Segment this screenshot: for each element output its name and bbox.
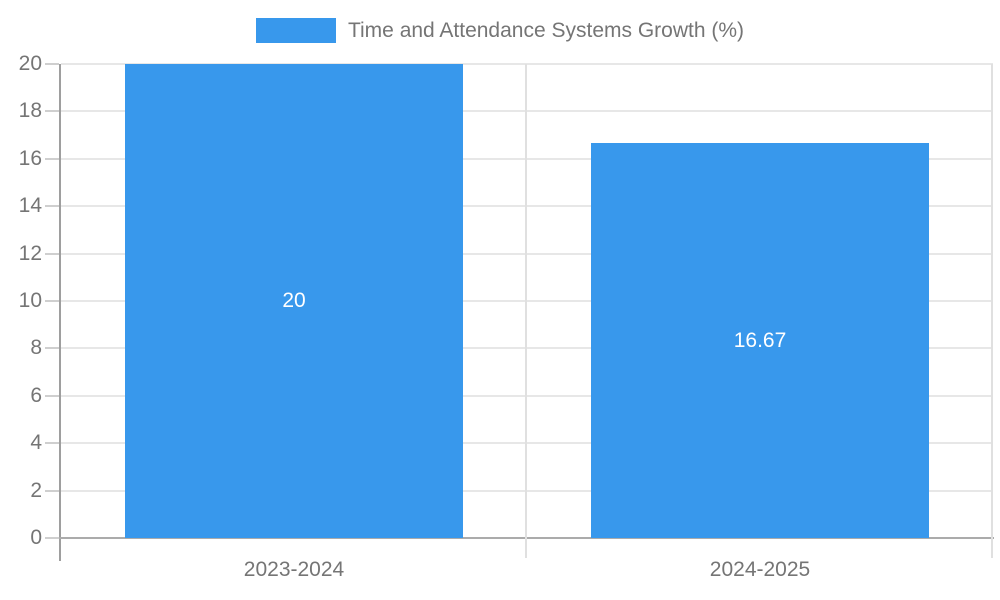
x-axis-category-label: 2024-2025 [709,558,811,581]
y-axis-tick [45,442,59,445]
legend-label: Time and Attendance Systems Growth (%) [347,18,745,42]
gridline [61,347,993,350]
gridline [61,157,993,160]
gridline [61,489,993,492]
y-axis-line [59,64,61,561]
gridline [61,63,993,65]
bar-2023-2024[interactable]: 20 [125,64,463,538]
y-axis-tick-label: 18 [18,99,42,123]
y-axis-tick [45,157,59,160]
bar-2024-2025[interactable]: 16.67 [591,143,929,538]
y-axis-tick [45,537,59,539]
bar-value-label: 20 [282,289,306,312]
category-separator-line [991,64,993,558]
gridline [61,300,993,302]
gridline [61,394,993,397]
y-axis-tick-label: 16 [18,146,42,170]
y-axis-tick-label: 8 [30,336,42,360]
legend[interactable]: Time and Attendance Systems Growth (%) [0,18,1000,43]
y-axis-tick [45,347,59,350]
y-axis-tick-label: 12 [18,241,42,265]
bar-value-label: 16.67 [733,328,787,352]
y-axis-tick-label: 2 [30,478,42,502]
plot-area: 20 16.67 [61,63,993,558]
y-axis-tick-label: 14 [18,194,42,218]
y-axis-tick [45,252,59,255]
y-axis-tick-label: 4 [30,431,42,455]
gridline [61,252,993,255]
y-axis-tick [45,394,59,397]
gridline [61,442,993,445]
x-axis-category-label: 2023-2024 [243,558,345,581]
y-axis-tick [45,205,59,208]
y-axis-tick [45,63,59,65]
gridline [61,205,993,208]
y-axis-tick-label: 20 [18,52,42,75]
gridline [61,110,993,113]
y-axis-tick [45,110,59,113]
y-axis-tick [45,489,59,492]
y-axis-tick-label: 10 [18,289,42,312]
y-axis-tick-label: 0 [30,526,42,549]
y-axis-tick [45,300,59,302]
legend-swatch [255,18,336,43]
y-axis-tick-label: 6 [30,383,42,407]
category-separator-line [525,64,527,558]
